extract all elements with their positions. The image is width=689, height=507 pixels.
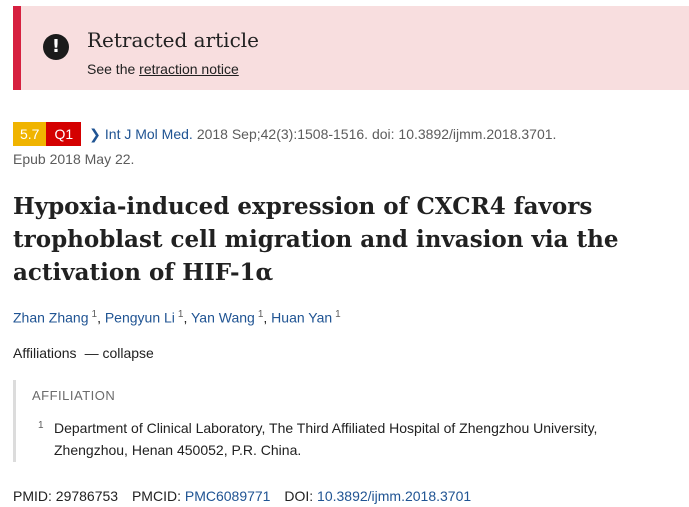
affiliation-block: AFFILIATION 1 Department of Clinical Lab… <box>13 380 653 462</box>
banner-title: Retracted article <box>87 28 260 52</box>
author-aff-ref[interactable]: 1 <box>91 309 98 320</box>
retraction-banner: ! Retracted article See the retraction n… <box>13 6 689 90</box>
identifiers: PMID: 29786753 PMCID: PMC6089771 DOI: 10… <box>13 488 471 504</box>
doi-label: DOI: <box>284 488 314 504</box>
epub-date: Epub 2018 May 22. <box>13 151 135 167</box>
author-link[interactable]: Pengyun Li <box>104 309 175 326</box>
collapse-control[interactable]: — collapse <box>84 345 154 361</box>
banner-sub-prefix: See the <box>87 61 136 77</box>
citation-line: 5.7 Q1 ❯ Int J Mol Med. 2018 Sep;42(3):15… <box>13 122 556 146</box>
author-aff-ref[interactable]: 1 <box>335 309 341 320</box>
affiliations-label: Affiliations <box>13 345 77 361</box>
author-aff-ref[interactable]: 1 <box>177 309 184 320</box>
impact-factor-badge[interactable]: 5.7 <box>13 122 47 146</box>
author-aff-ref[interactable]: 1 <box>257 309 264 320</box>
banner-subtitle: See the retraction notice <box>87 61 239 77</box>
article-title: Hypoxia-induced expression of CXCR4 favo… <box>13 193 619 286</box>
doi-link[interactable]: 10.3892/ijmm.2018.3701 <box>317 488 472 504</box>
author-list: Zhan Zhang 1, Pengyun Li 1, Yan Wang 1, Hua… <box>13 309 341 326</box>
affiliations-toggle[interactable]: Affiliations — collapse <box>13 345 154 361</box>
chevron-right-icon[interactable]: ❯ <box>89 125 101 142</box>
pmid-label: PMID: <box>13 488 52 504</box>
pmcid-link[interactable]: PMC6089771 <box>184 488 271 504</box>
author-link[interactable]: Huan Yan <box>271 309 333 326</box>
pmid-value: 29786753 <box>55 488 119 504</box>
pmcid-label: PMCID: <box>131 488 181 504</box>
affiliation-number: 1 <box>38 420 44 431</box>
author-link[interactable]: Zhan Zhang <box>13 309 89 326</box>
author-link[interactable]: Yan Wang <box>191 309 255 326</box>
quartile-badge[interactable]: Q1 <box>46 122 82 146</box>
affiliation-heading: AFFILIATION <box>32 388 116 403</box>
journal-link[interactable]: Int J Mol Med. <box>104 126 193 142</box>
retraction-notice-link[interactable]: retraction notice <box>139 61 239 77</box>
affiliation-text: Department of Clinical Laboratory, The T… <box>54 420 598 458</box>
exclamation-icon: ! <box>43 34 69 60</box>
citation-details: 2018 Sep;42(3):1508-1516. doi: 10.3892/i… <box>196 126 557 142</box>
